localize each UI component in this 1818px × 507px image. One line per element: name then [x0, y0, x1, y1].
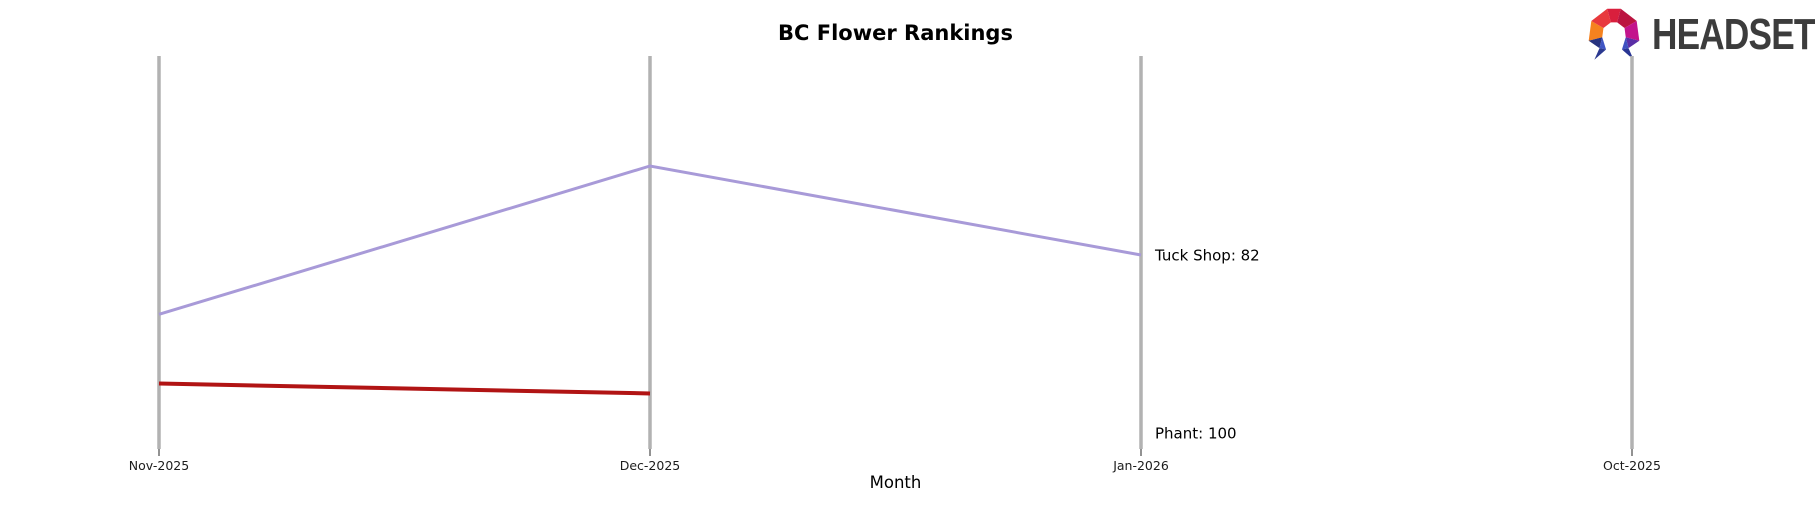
- headset-logo-icon: [1588, 8, 1640, 60]
- series-line-tuck-shop: [158, 164, 1142, 316]
- x-tick-label: Nov-2025: [129, 458, 189, 473]
- series-end-label-phant: Phant: 100: [1155, 425, 1237, 443]
- series-end-label-tuck-shop: Tuck Shop: 82: [1154, 247, 1260, 265]
- x-tick-label: Jan-2026: [1112, 458, 1169, 473]
- chart-title: BC Flower Rankings: [778, 21, 1013, 45]
- headset-logo: HEADSET: [1585, 6, 1818, 64]
- x-tick-label: Oct-2025: [1603, 458, 1661, 473]
- headset-logo-text: HEADSET: [1652, 10, 1815, 59]
- x-tick-label: Dec-2025: [620, 458, 681, 473]
- series-line-phant: [158, 381, 651, 396]
- x-axis-title: Month: [869, 473, 922, 492]
